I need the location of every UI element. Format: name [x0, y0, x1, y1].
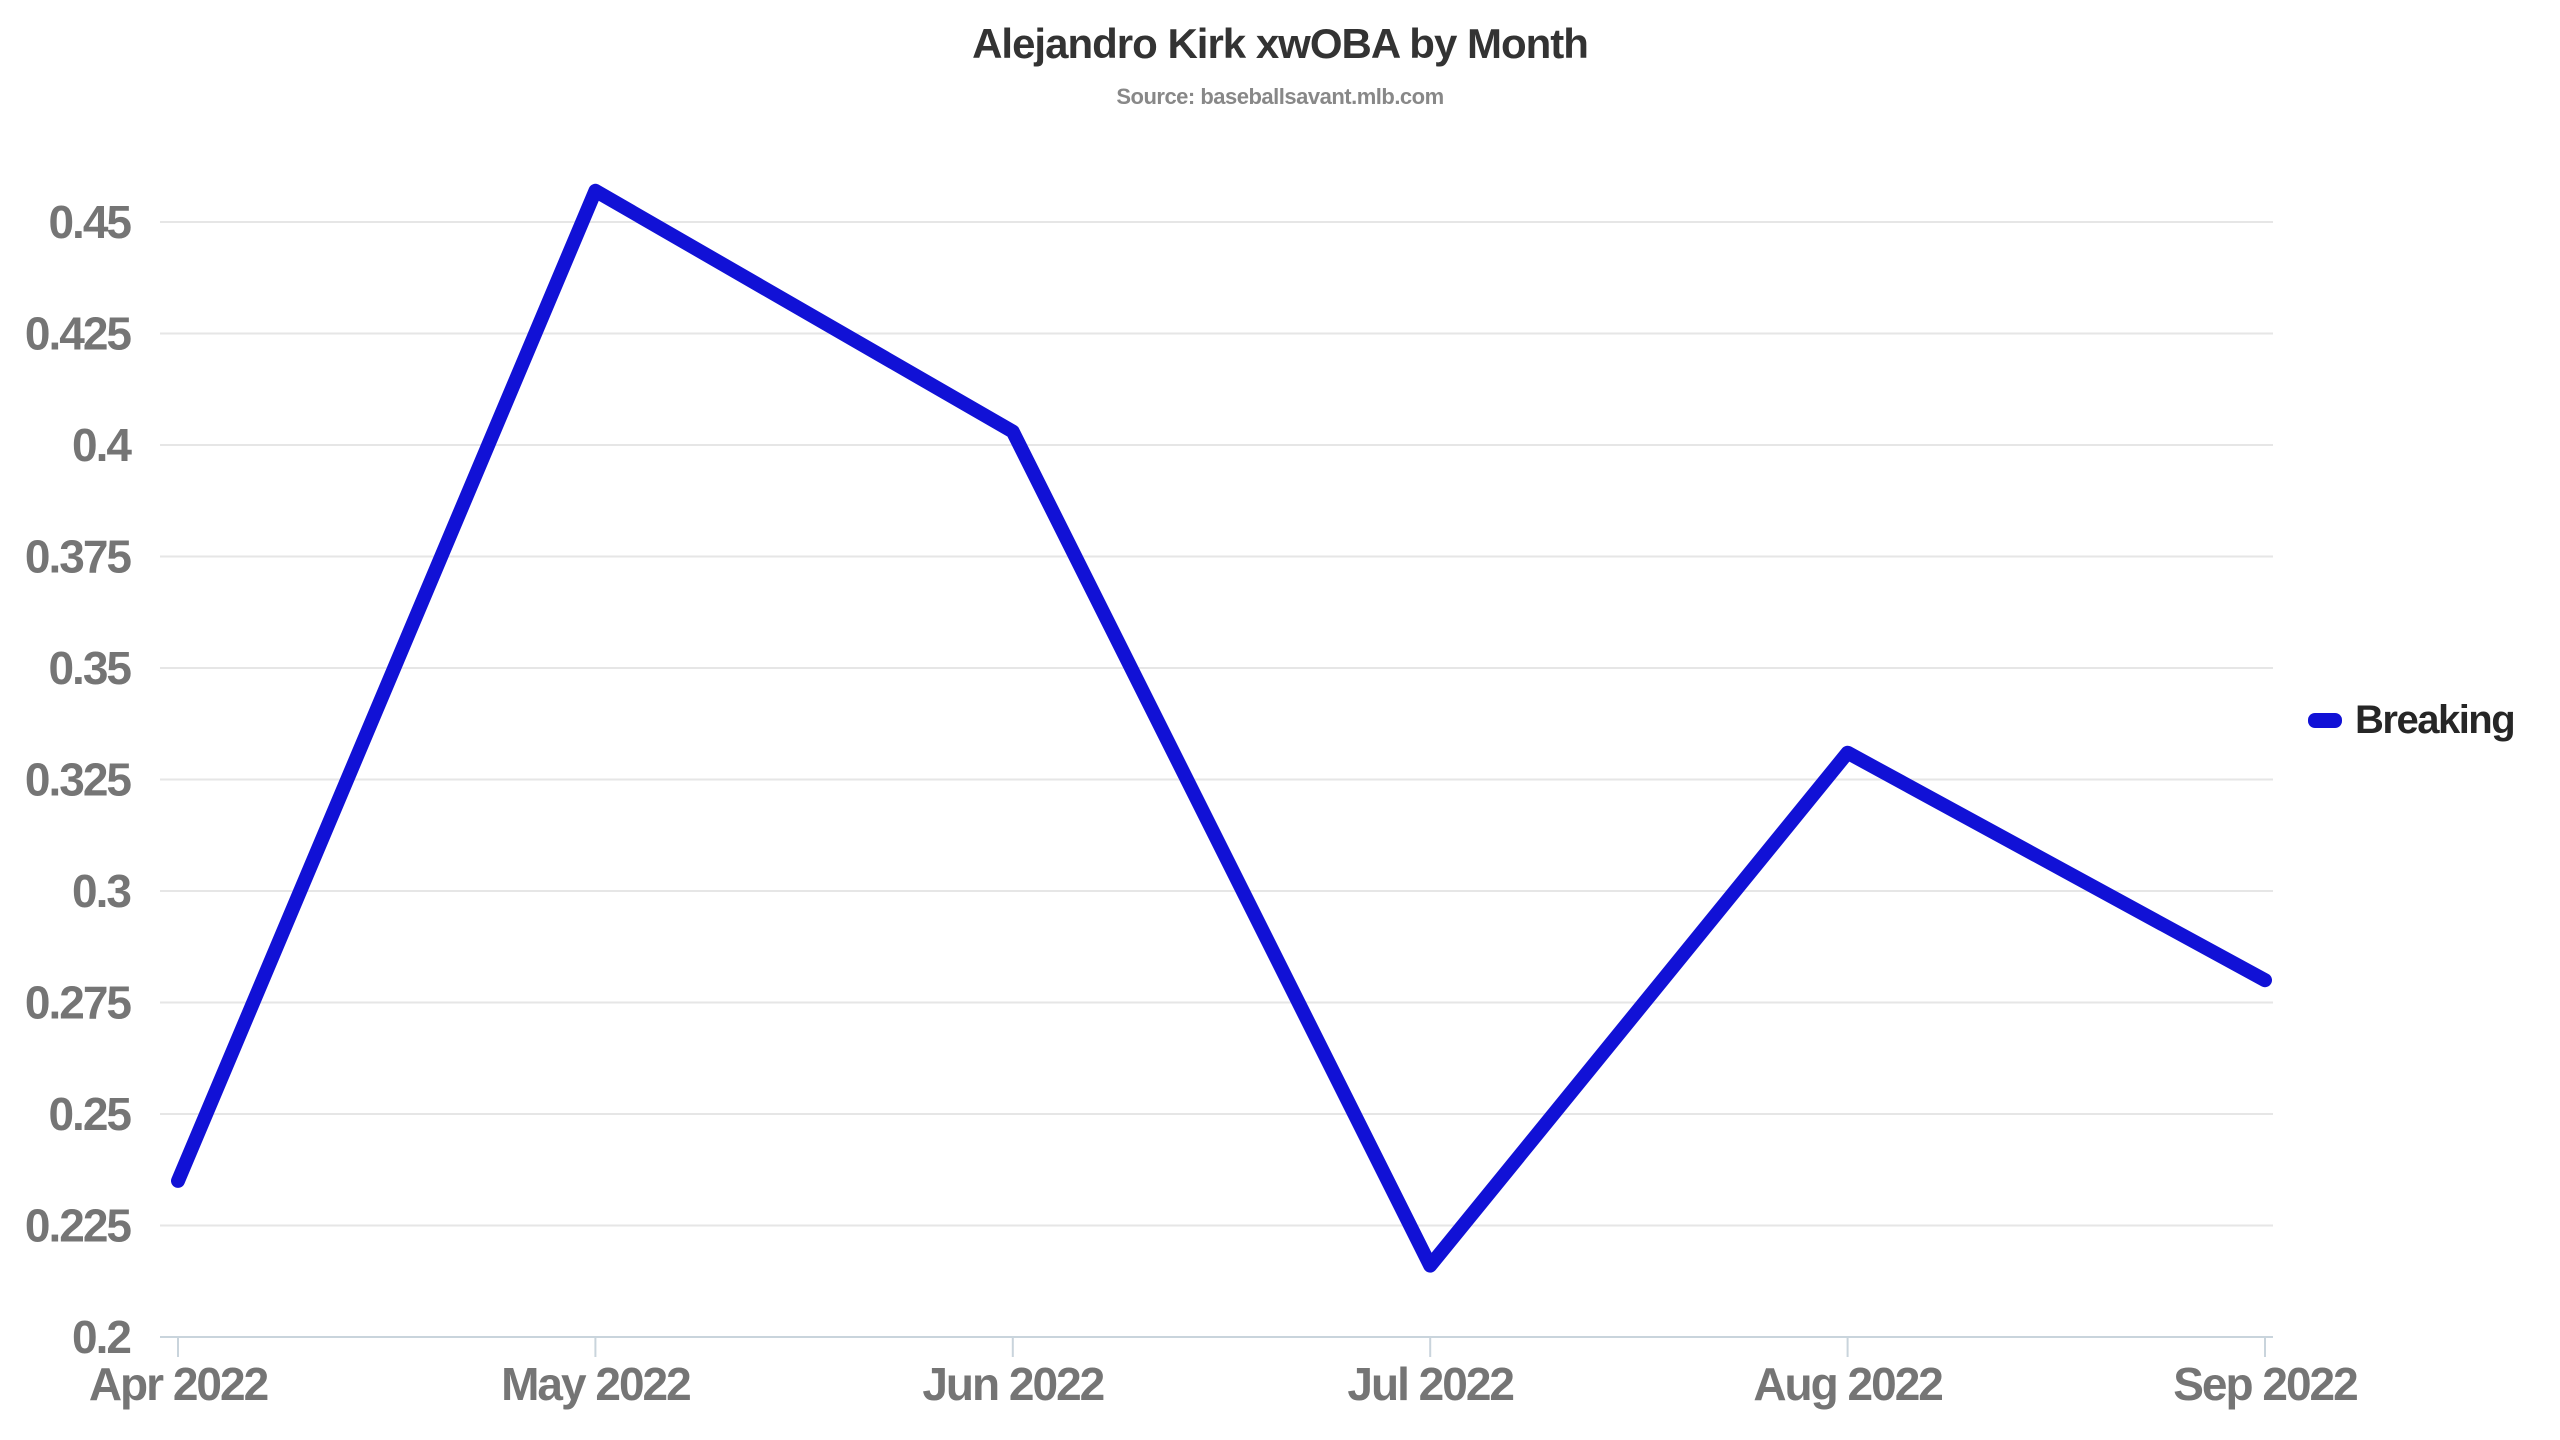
- chart-subtitle: Source: baseballsavant.mlb.com: [1116, 84, 1444, 109]
- y-axis-tick-label: 0.2: [72, 1311, 130, 1363]
- x-axis-tick-label: Jul 2022: [1347, 1358, 1513, 1410]
- y-axis-tick-label: 0.325: [25, 754, 132, 806]
- chart-title: Alejandro Kirk xwOBA by Month: [972, 20, 1589, 67]
- y-axis-tick-label: 0.375: [25, 531, 132, 583]
- x-axis-tick-label: May 2022: [501, 1358, 690, 1410]
- y-axis-tick-label: 0.3: [72, 865, 130, 917]
- legend-series-label: Breaking: [2355, 698, 2516, 742]
- x-axis-tick-label: Sep 2022: [2173, 1358, 2357, 1410]
- legend-swatch-icon: [2308, 713, 2342, 728]
- y-axis-tick-label: 0.225: [25, 1200, 132, 1252]
- legend-item-breaking[interactable]: Breaking: [2308, 698, 2516, 743]
- y-axis-tick-label: 0.4: [72, 419, 132, 471]
- y-axis-tick-label: 0.45: [48, 196, 131, 248]
- x-axis-tick-label: Aug 2022: [1753, 1358, 1942, 1410]
- y-axis-tick-label: 0.275: [25, 977, 132, 1029]
- x-axis-tick-label: Jun 2022: [922, 1358, 1103, 1410]
- y-axis-tick-label: 0.25: [48, 1088, 131, 1140]
- x-axis-tick-label: Apr 2022: [89, 1358, 268, 1410]
- series-line-breaking: [171, 183, 2272, 1273]
- y-axis-tick-label: 0.35: [48, 642, 131, 694]
- y-axis-tick-label: 0.425: [25, 308, 132, 360]
